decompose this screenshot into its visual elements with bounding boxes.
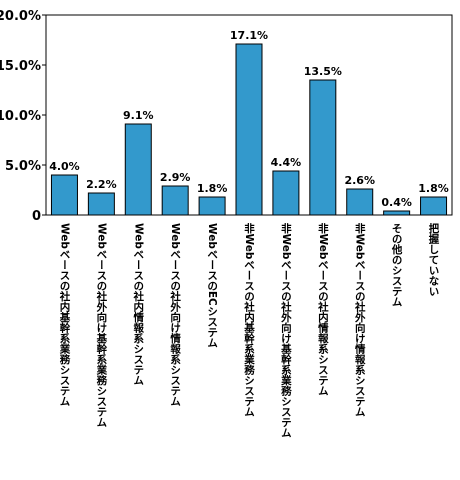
bar [124,123,152,216]
category-label: 非Webベースの社外向け情報系システム [354,222,366,417]
data-label: 13.5% [304,65,342,78]
data-label: 2.6% [344,174,375,187]
y-tick-label: 10.0% [0,109,41,124]
bar [383,210,411,216]
y-axis: 0 5.0% 10.0% 15.0% 20.0% [0,9,46,224]
y-tick-label: 20.0% [0,9,41,24]
y-tick-label: 15.0% [0,59,41,74]
bar [50,174,78,216]
bar [272,170,300,216]
bar [87,192,115,216]
data-label: 1.8% [418,182,449,195]
category-labels: Webベースの社内基幹系業務システム Webベースの社外向け基幹系業務システム We… [58,222,439,438]
category-label: 非Webベースの社内基幹系業務システム [243,222,255,417]
data-label: 2.9% [160,171,191,184]
data-labels: 4.0% 2.2% 9.1% 2.9% 1.8% 17.1% 4.4% 13.5% 2.6% 0.… [49,29,449,209]
bar [198,196,226,216]
bar [161,185,189,216]
data-label: 2.2% [86,178,117,191]
data-label: 4.0% [49,160,80,173]
y-tick-label: 5.0% [5,159,41,174]
data-label: 9.1% [123,109,154,122]
plot-frame [45,14,453,216]
category-label: WebベースのECシステム [206,223,218,348]
category-label: Webベースの社内基幹系業務システム [58,223,70,406]
category-label: 非Webベースの社内情報系システム [317,222,329,396]
category-label: 非Webベースの社外向け基幹系業務システム [280,222,292,438]
y-tick-label: 0 [32,209,41,224]
category-label: Webベースの社外向け基幹系業務システム [95,223,107,427]
category-label: Webベースの社内情報系システム [132,223,144,385]
data-label: 0.4% [381,196,412,209]
plot-border [45,14,453,216]
data-label: 1.8% [197,182,228,195]
bar [309,79,337,216]
category-label: Webベースの社外向け情報系システム [169,223,181,406]
data-label: 17.1% [230,29,268,42]
category-label: 把握していない [428,222,440,296]
bar [420,196,448,216]
bar [346,188,374,216]
data-label: 4.4% [271,156,302,169]
category-label: その他のシステム [391,223,403,307]
bars [50,43,448,216]
bar [235,43,263,216]
